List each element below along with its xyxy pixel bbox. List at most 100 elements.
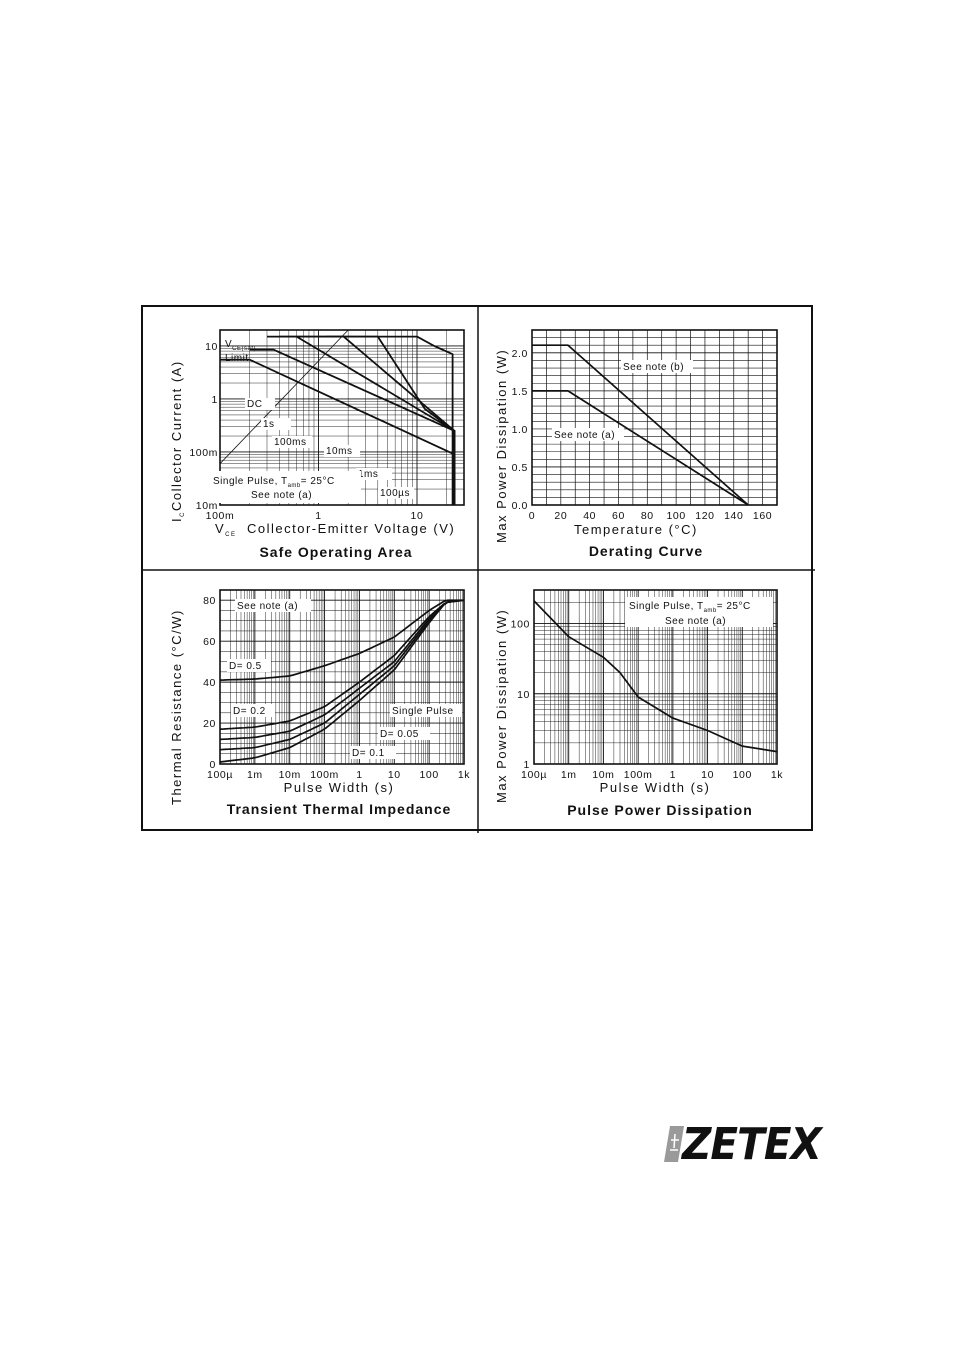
soa-x-sub: CE: [225, 532, 236, 538]
soa-label-bg: [324, 445, 360, 457]
soa-x-symbol: VCE: [215, 521, 237, 538]
soa-label-bg: [245, 398, 275, 410]
soa-label-bg: [356, 468, 392, 480]
thermal-d01-label-bg: [350, 746, 396, 759]
thermal-d05-label-bg: [227, 659, 271, 672]
pulse-y-tick-label: 10: [517, 689, 530, 701]
derating-y-tick-label: 0.5: [512, 462, 528, 474]
pulse-sp-tail: = 25°C: [717, 601, 751, 612]
soa-title: Safe Operating Area: [259, 544, 412, 560]
zetex-logo: ZETEX: [664, 1120, 822, 1170]
pulse-x-tick-label: 100: [733, 769, 752, 781]
pulse-x-tick-label: 1m: [561, 769, 577, 781]
pulse-x-tick-label: 100µ: [521, 769, 547, 781]
figure-panel: 100m 1 10 10m 100m 1 10 VCE(sat) Limit DC 1s 100ms 1…: [141, 305, 815, 833]
derating-series-1-line: [532, 390, 749, 506]
soa-y-axis-label: ICCollector Current (A): [169, 360, 186, 522]
thermal-x-tick-label: 100: [419, 769, 438, 781]
pulse-single-pulse-label: Single Pulse, Tamb= 25°C: [629, 601, 751, 614]
derating-note-a-label: See note (a): [554, 430, 615, 441]
derating-note-b-label: See note (b): [623, 362, 684, 373]
soa-y-tick-label: 100m: [189, 447, 218, 459]
soa-vcesat-limit-line: [219, 329, 349, 464]
pulse-see-note-label: See note (a): [665, 616, 726, 627]
thermal-d02-label-bg: [231, 704, 275, 717]
derating-note-a-bg: [552, 428, 624, 441]
thermal-d005-label-bg: [378, 727, 430, 740]
derating-y-tick-label: 1.0: [512, 424, 528, 436]
soa-label-6: 1ms: [358, 469, 378, 480]
thermal-single-pulse-label-bg: [390, 704, 462, 717]
thermal-title: Transient Thermal Impedance: [227, 801, 452, 817]
soa-y-tick-label: 10: [205, 341, 218, 353]
derating-title: Derating Curve: [589, 543, 703, 559]
soa-vcesat-label: VCE(sat): [225, 339, 256, 352]
pulse-x-axis-label: Pulse Width (s): [600, 780, 711, 795]
pulse-x-tick-label: 10: [701, 769, 714, 781]
thermal-series-0-line: [219, 599, 464, 681]
thermal-x-axis-label: Pulse Width (s): [284, 780, 395, 795]
soa-label-bg: [272, 436, 312, 448]
pulse-sp-sub: amb: [704, 608, 717, 614]
thermal-x-tick-label: 1k: [458, 769, 470, 781]
zetex-logo-text: ZETEX: [682, 1119, 822, 1170]
thermal-x-tick-label: 100µ: [207, 769, 233, 781]
thermal-series-2-line: [219, 599, 465, 741]
soa-vcesat-sub: CE(sat): [232, 346, 256, 352]
derating-y-tick-label: 2.0: [512, 348, 528, 360]
derating-x-tick-label: 100: [666, 510, 685, 522]
pulse-plot-frame: [533, 589, 778, 765]
soa-y-text: Collector Current (A): [169, 360, 184, 511]
pulse-y-tick-label: 100: [511, 619, 530, 631]
thermal-see-note-label: See note (a): [237, 601, 298, 612]
thermal-plot-frame: [219, 589, 465, 765]
thermal-x-tick-label: 100m: [310, 769, 339, 781]
soa-sp-text: Single Pulse, T: [213, 476, 288, 487]
derating-x-tick-label: 20: [554, 510, 567, 522]
thermal-y-tick-label: 40: [203, 677, 216, 689]
pulse-x-tick-label: 100m: [624, 769, 653, 781]
derating-y-tick-label: 0.0: [512, 500, 528, 512]
thermal-d005-label: D= 0.05: [380, 729, 419, 740]
thermal-x-tick-label: 1m: [247, 769, 263, 781]
derating-x-tick-label: 40: [583, 510, 596, 522]
thermal-see-note-label-bg: [235, 599, 311, 612]
soa-y-sym: I: [169, 517, 184, 522]
pulse-x-tick-label: 10m: [592, 769, 614, 781]
soa-vcesat-symbol: V: [225, 339, 232, 350]
derating-note-b-bg: [621, 360, 693, 373]
thermal-x-tick-label: 10: [388, 769, 401, 781]
soa-note-bg: [211, 471, 361, 503]
pulse-note-bg: [625, 597, 773, 627]
soa-label-bg: [378, 487, 414, 499]
soa-x-tick-label: 1: [315, 510, 321, 522]
soa-single-pulse-label: Single Pulse, Tamb= 25°C: [213, 476, 335, 489]
thermal-y-tick-label: 80: [203, 595, 216, 607]
soa-label-3: 1s: [263, 419, 275, 430]
thermal-y-tick-label: 60: [203, 636, 216, 648]
soa-x-axis-label: Collector-Emitter Voltage (V): [247, 521, 455, 536]
pulse-x-tick-label: 1: [670, 769, 676, 781]
thermal-series-4-line: [219, 599, 465, 763]
derating-x-tick-label: 0: [529, 510, 535, 522]
derating-x-tick-label: 80: [641, 510, 654, 522]
thermal-d01-label: D= 0.1: [352, 748, 385, 759]
derating-x-tick-label: 60: [612, 510, 625, 522]
soa-limit-label: Limit: [225, 353, 249, 364]
soa-label-bg: [261, 418, 291, 430]
derating-x-tick-label: 140: [724, 510, 743, 522]
thermal-d02-label: D= 0.2: [233, 706, 266, 717]
soa-sp-sub: amb: [288, 483, 301, 489]
thermal-y-tick-label: 0: [210, 759, 216, 771]
pulse-x-tick-label: 1k: [771, 769, 783, 781]
soa-label-7: 100µs: [380, 488, 410, 499]
soa-label-4: 100ms: [274, 437, 307, 448]
soa-y-tick-label: 1: [212, 394, 218, 406]
derating-y-tick-label: 1.5: [512, 386, 528, 398]
soa-y-sub: C: [180, 511, 186, 517]
derating-series-0-line: [532, 344, 749, 506]
soa-x-sym: V: [215, 521, 225, 536]
soa-label-2: DC: [247, 399, 262, 410]
thermal-x-tick-label: 1: [356, 769, 362, 781]
